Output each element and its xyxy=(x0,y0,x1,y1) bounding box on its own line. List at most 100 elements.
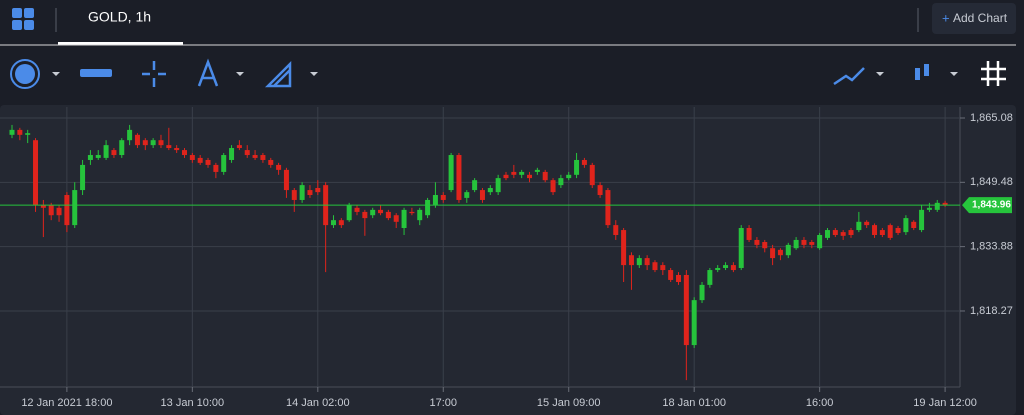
candle-body xyxy=(378,209,384,214)
last-price-label: 1,843.96 xyxy=(972,200,1011,211)
candle-body xyxy=(644,258,650,266)
chart-tab[interactable]: GOLD, 1h xyxy=(88,9,151,25)
indicators-button[interactable] xyxy=(833,67,884,86)
candle-body xyxy=(354,207,360,212)
candle-body xyxy=(856,221,862,231)
dropdown-arrow xyxy=(950,72,958,76)
candle-body xyxy=(519,171,525,175)
icon xyxy=(80,69,112,77)
interval-button[interactable] xyxy=(10,59,60,89)
candle-body xyxy=(72,190,78,226)
candle-body xyxy=(189,155,195,160)
x-tick-label: 16:00 xyxy=(806,397,834,409)
apps-button[interactable] xyxy=(12,8,34,30)
candle-body xyxy=(56,207,62,216)
candle-body xyxy=(589,164,595,186)
drawing-tool[interactable] xyxy=(197,58,244,87)
candle-body xyxy=(699,284,705,301)
chart-type-button[interactable] xyxy=(915,64,958,80)
candle-body xyxy=(103,145,109,158)
x-tick-label: 13 Jan 10:00 xyxy=(161,397,225,409)
candle-body xyxy=(417,209,423,221)
candle-body xyxy=(840,232,846,236)
candle-body xyxy=(276,164,282,170)
candle-body xyxy=(182,150,188,156)
candle-body xyxy=(127,129,133,141)
candle-body xyxy=(911,221,917,228)
icon xyxy=(24,20,34,30)
candle-body xyxy=(793,239,799,249)
candle-body xyxy=(291,190,297,200)
candle-body xyxy=(754,239,760,245)
candle-body xyxy=(723,265,729,268)
candle-body xyxy=(683,274,689,346)
candle-body xyxy=(166,145,172,149)
ruler-tool[interactable] xyxy=(80,69,112,77)
candle-body xyxy=(605,190,611,226)
y-tick-label: 1,818.27 xyxy=(970,305,1013,317)
candle-body xyxy=(574,159,580,175)
candle-body xyxy=(707,270,713,285)
candle-body xyxy=(244,150,250,156)
x-tick-label: 15 Jan 09:00 xyxy=(537,397,601,409)
candle-body xyxy=(150,140,156,146)
candle-body xyxy=(260,155,266,160)
candle-body xyxy=(25,133,31,135)
icon xyxy=(12,8,22,18)
add-chart-button[interactable]: + Add Chart xyxy=(932,3,1016,34)
chart-panel xyxy=(0,105,1016,415)
candle-body xyxy=(87,155,93,160)
dropdown-arrow xyxy=(310,72,318,76)
x-tick-label: 19 Jan 12:00 xyxy=(913,397,977,409)
candle-body xyxy=(283,169,289,191)
candle-body xyxy=(597,185,603,196)
candle-body xyxy=(581,159,587,165)
candle-body xyxy=(550,180,556,193)
candle-body xyxy=(315,188,321,193)
candle-body xyxy=(64,195,70,226)
candle-body xyxy=(919,209,925,231)
candle-body xyxy=(9,129,15,135)
candle-body xyxy=(393,215,399,222)
candle-body xyxy=(252,155,258,158)
candle-body xyxy=(307,190,313,196)
candle-body xyxy=(934,202,940,210)
candle-body xyxy=(142,140,148,146)
icon xyxy=(833,67,865,86)
grid-toggle[interactable] xyxy=(981,61,1006,86)
candle-body xyxy=(542,171,548,181)
y-tick-label: 1,865.08 xyxy=(970,112,1013,124)
x-tick-label: 18 Jan 01:00 xyxy=(662,397,726,409)
icon xyxy=(197,58,219,87)
candle-body xyxy=(636,258,642,266)
candle-body xyxy=(503,174,509,179)
candle-body xyxy=(746,227,752,240)
candle-body xyxy=(628,255,634,266)
candle-body xyxy=(824,230,830,238)
candle-body xyxy=(472,180,478,191)
candle-body xyxy=(95,155,101,158)
candle-body xyxy=(613,225,619,236)
candle-body xyxy=(299,185,305,200)
candle-body xyxy=(676,274,682,282)
candle-body xyxy=(33,140,39,205)
icon xyxy=(915,68,920,80)
shape-tool[interactable] xyxy=(264,60,318,88)
candle-body xyxy=(660,265,666,271)
candle-body xyxy=(134,134,140,146)
crosshair-tool[interactable] xyxy=(142,61,166,87)
candle-body xyxy=(213,164,219,172)
plot: 1,818.27 1,833.88 1,849.48 1,865.08 12 Jan 2… xyxy=(0,107,1013,409)
candle-body xyxy=(903,218,909,233)
icon xyxy=(924,64,929,76)
button-bg xyxy=(932,3,1016,34)
candle-body xyxy=(495,178,501,193)
candle-body xyxy=(691,300,697,346)
candle-body xyxy=(777,249,783,256)
candle-body xyxy=(448,155,454,191)
candle-body xyxy=(621,230,627,266)
candle-body xyxy=(738,227,744,268)
x-tick-label: 12 Jan 2021 18:00 xyxy=(21,397,112,409)
candle-body xyxy=(385,211,391,219)
